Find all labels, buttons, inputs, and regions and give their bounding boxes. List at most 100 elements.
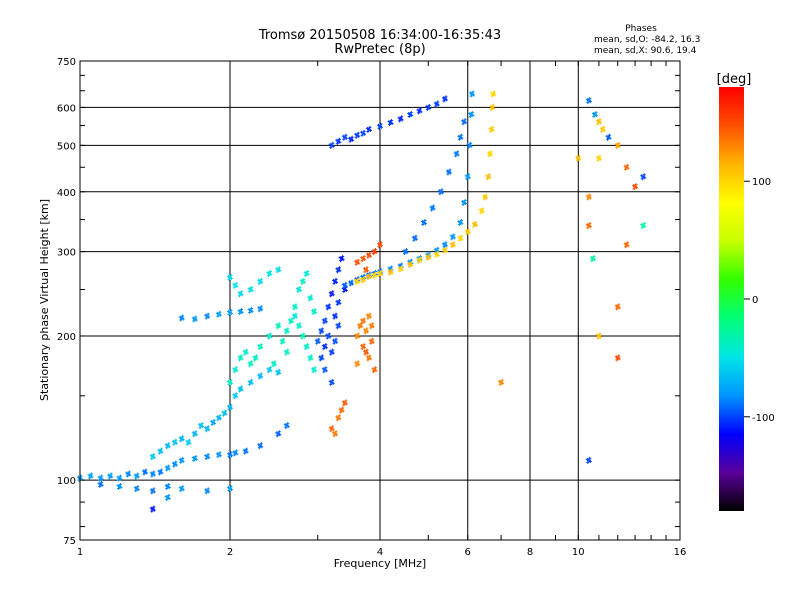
echo-point bbox=[356, 131, 360, 135]
echo-point bbox=[585, 457, 589, 461]
echo-point bbox=[402, 252, 406, 256]
echo-point bbox=[278, 325, 282, 329]
echo-point bbox=[407, 264, 411, 268]
echo-point bbox=[212, 418, 216, 422]
echo-point bbox=[341, 258, 345, 262]
echo-point bbox=[299, 278, 303, 282]
echo-point bbox=[235, 452, 239, 456]
echo-point bbox=[588, 100, 592, 104]
echo-point bbox=[464, 174, 468, 178]
echo-point bbox=[357, 363, 361, 367]
echo-point bbox=[372, 275, 376, 279]
echo-point bbox=[283, 328, 287, 332]
y-tick-label: 200 bbox=[57, 332, 76, 343]
echo-point bbox=[329, 352, 333, 356]
echo-point bbox=[171, 461, 175, 465]
echo-point bbox=[306, 273, 310, 277]
echo-point bbox=[368, 354, 372, 358]
echo-point bbox=[271, 364, 275, 368]
echo-point bbox=[360, 347, 364, 351]
echo-point bbox=[371, 272, 375, 276]
echo-point bbox=[248, 382, 252, 386]
phase-stats-o: mean, sd,O: -84.2, 16.3 bbox=[594, 35, 700, 45]
echo-point bbox=[191, 431, 195, 435]
echo-point bbox=[247, 361, 251, 365]
echo-point bbox=[159, 468, 163, 472]
echo-point bbox=[164, 465, 168, 469]
echo-point bbox=[331, 378, 335, 382]
echo-point bbox=[334, 337, 338, 341]
echo-point bbox=[149, 506, 153, 510]
echo-point bbox=[368, 273, 372, 277]
echo-point bbox=[227, 489, 231, 493]
echo-point bbox=[341, 409, 345, 413]
echo-point bbox=[444, 244, 448, 248]
echo-point bbox=[278, 371, 282, 375]
echo-point bbox=[594, 113, 598, 117]
echo-point bbox=[337, 322, 341, 326]
echo-point bbox=[414, 234, 418, 238]
echo-point bbox=[331, 425, 335, 429]
echo-point bbox=[192, 434, 196, 438]
echo-point bbox=[487, 173, 491, 177]
echo-point bbox=[449, 242, 453, 246]
echo-point bbox=[344, 136, 348, 140]
echo-point bbox=[268, 366, 272, 370]
echo-point bbox=[588, 193, 592, 197]
echo-point bbox=[318, 328, 322, 332]
echo-point bbox=[608, 136, 612, 140]
echo-point bbox=[365, 327, 369, 331]
echo-point bbox=[179, 489, 183, 493]
echo-point bbox=[218, 451, 222, 455]
echo-point bbox=[354, 262, 358, 266]
echo-point bbox=[294, 315, 298, 319]
echo-point bbox=[136, 485, 140, 489]
echo-point bbox=[171, 439, 175, 443]
echo-point bbox=[164, 495, 168, 498]
echo-point bbox=[416, 108, 420, 112]
echo-point bbox=[311, 311, 315, 315]
echo-point bbox=[181, 459, 185, 463]
echo-point bbox=[339, 410, 343, 414]
echo-point bbox=[626, 166, 630, 170]
echo-point bbox=[222, 413, 226, 417]
echo-point bbox=[150, 509, 154, 513]
echo-point bbox=[371, 337, 375, 341]
echo-point bbox=[585, 194, 589, 198]
echo-point bbox=[187, 438, 191, 442]
echo-point bbox=[371, 340, 375, 344]
echo-point bbox=[585, 98, 589, 102]
echo-point bbox=[390, 271, 394, 275]
echo-point bbox=[379, 122, 383, 126]
echo-point bbox=[201, 425, 205, 429]
echo-point bbox=[387, 266, 391, 270]
echo-point bbox=[335, 280, 339, 284]
echo-point bbox=[471, 221, 475, 225]
echo-point bbox=[371, 249, 375, 253]
echo-point bbox=[237, 386, 241, 390]
echo-point bbox=[472, 224, 476, 228]
echo-point bbox=[207, 428, 211, 432]
echo-point bbox=[334, 312, 338, 316]
echo-point bbox=[275, 326, 279, 330]
echo-point bbox=[284, 331, 288, 335]
echo-point bbox=[164, 483, 168, 487]
echo-point bbox=[227, 452, 230, 456]
echo-point bbox=[191, 455, 195, 459]
echo-point bbox=[329, 429, 333, 433]
echo-point bbox=[227, 312, 231, 316]
echo-point bbox=[328, 291, 332, 295]
echo-point bbox=[377, 126, 381, 130]
echo-point bbox=[442, 245, 446, 249]
echo-point bbox=[440, 191, 444, 195]
echo-point bbox=[204, 488, 208, 492]
echo-point bbox=[218, 454, 222, 458]
echo-point bbox=[234, 392, 238, 396]
echo-point bbox=[282, 337, 286, 341]
echo-point bbox=[380, 273, 383, 277]
echo-point bbox=[337, 298, 341, 302]
echo-point bbox=[245, 447, 249, 451]
echo-point bbox=[240, 385, 244, 389]
plot-frame bbox=[79, 60, 681, 541]
